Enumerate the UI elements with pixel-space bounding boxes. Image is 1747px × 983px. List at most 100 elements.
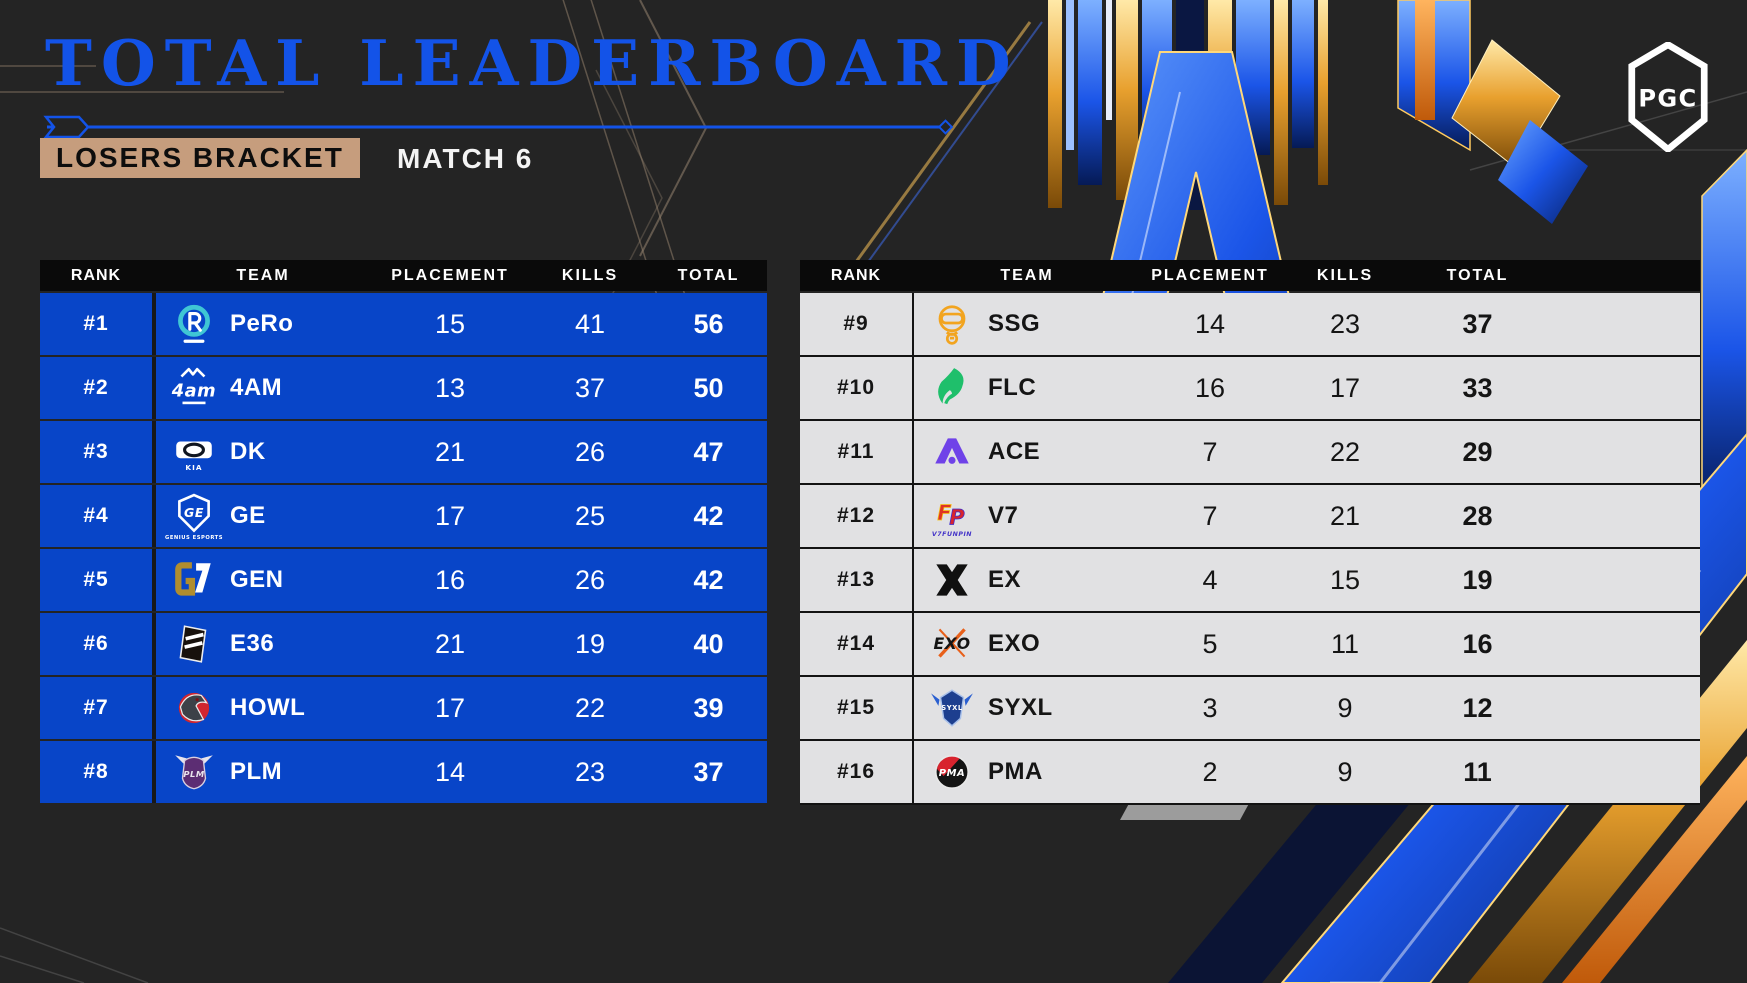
svg-text:KIA: KIA bbox=[185, 463, 202, 472]
total-value: 29 bbox=[1462, 436, 1493, 467]
placement-value: 7 bbox=[1202, 500, 1218, 531]
team-cell: ACE bbox=[914, 421, 1140, 483]
placement-value: 17 bbox=[434, 692, 466, 723]
table-row: #6 E36 21 19 40 bbox=[40, 613, 767, 675]
rank-divider bbox=[912, 485, 914, 547]
kills-value: 9 bbox=[1337, 692, 1353, 723]
ace-logo bbox=[929, 429, 975, 475]
placement-value: 4 bbox=[1202, 564, 1218, 595]
gen-logo bbox=[171, 557, 217, 603]
table-row: #7 HOWL 17 22 39 bbox=[40, 677, 767, 739]
rank-divider bbox=[912, 549, 914, 611]
team-cell: E36 bbox=[156, 613, 370, 675]
ge-logo: GE GENIUS ESPORTS bbox=[165, 493, 222, 541]
rank-divider bbox=[912, 613, 914, 675]
total-value: 33 bbox=[1462, 372, 1493, 403]
rank-divider bbox=[152, 357, 156, 419]
rule-arrow-icon bbox=[43, 115, 90, 139]
svg-text:GENIUS ESPORTS: GENIUS ESPORTS bbox=[165, 535, 223, 541]
rank-cell: #3 bbox=[83, 440, 109, 463]
rule-diamond-icon bbox=[937, 119, 954, 135]
team-cell: SYXL SYXL bbox=[914, 677, 1140, 739]
rank-cell: #14 bbox=[836, 632, 876, 655]
total-value: 37 bbox=[1462, 308, 1493, 339]
svg-text:EXO: EXO bbox=[933, 634, 970, 653]
rank-cell: #10 bbox=[836, 376, 876, 399]
kills-header: KILLS bbox=[1316, 266, 1374, 284]
team-cell: PMA PMA bbox=[914, 741, 1140, 803]
rank-divider bbox=[912, 421, 914, 483]
kills-value: 41 bbox=[574, 308, 606, 339]
placement-value: 17 bbox=[434, 500, 466, 531]
leaderboard-left: RANK TEAM PLACEMENT KILLS TOTAL #1 PeRo 15… bbox=[40, 260, 767, 803]
e36-logo bbox=[171, 621, 217, 667]
4am-logo: 4am bbox=[171, 365, 217, 411]
team-name: FLC bbox=[988, 374, 1037, 401]
rank-cell: #15 bbox=[836, 696, 876, 719]
svg-text:PGC: PGC bbox=[1638, 84, 1697, 112]
table-header: RANK TEAM PLACEMENT KILLS TOTAL bbox=[800, 260, 1700, 291]
team-name: V7 bbox=[988, 502, 1019, 529]
total-value: 39 bbox=[693, 692, 724, 723]
placement-value: 13 bbox=[434, 372, 466, 403]
rank-divider bbox=[152, 741, 156, 803]
svg-text:4am: 4am bbox=[171, 381, 216, 401]
rank-divider bbox=[152, 293, 156, 355]
rank-divider bbox=[912, 357, 914, 419]
team-cell: HOWL bbox=[156, 677, 370, 739]
rank-cell: #16 bbox=[836, 760, 876, 783]
team-cell: EX bbox=[914, 549, 1140, 611]
total-value: 42 bbox=[693, 564, 724, 595]
kills-value: 23 bbox=[1329, 308, 1361, 339]
table-row: #10 FLC 16 17 33 bbox=[800, 357, 1700, 419]
kills-value: 15 bbox=[1329, 564, 1361, 595]
team-cell: EXO EXO bbox=[914, 613, 1140, 675]
total-header: TOTAL bbox=[1446, 266, 1509, 284]
placement-value: 21 bbox=[434, 628, 466, 659]
syxl-logo: SYXL bbox=[929, 685, 975, 731]
total-value: 47 bbox=[693, 436, 724, 467]
svg-text:F: F bbox=[937, 501, 952, 525]
title-divider bbox=[43, 114, 958, 140]
rank-divider bbox=[912, 741, 914, 803]
pma-logo: PMA bbox=[929, 749, 975, 795]
page-title: TOTAL LEADERBOARD bbox=[45, 26, 1020, 100]
svg-text:V7FUNPIN: V7FUNPIN bbox=[932, 531, 972, 538]
team-name: EX bbox=[988, 566, 1022, 593]
team-cell: SSG bbox=[914, 293, 1140, 355]
table-row: #12 F P V7FUNPIN V7 7 21 28 bbox=[800, 485, 1700, 547]
team-name: PLM bbox=[230, 758, 283, 785]
howl-logo bbox=[171, 685, 217, 731]
pero-logo bbox=[171, 301, 217, 347]
leaderboard-right: RANK TEAM PLACEMENT KILLS TOTAL #9 SSG 14 2… bbox=[800, 260, 1700, 805]
team-cell: F P V7FUNPIN V7 bbox=[914, 485, 1140, 547]
svg-text:PMA: PMA bbox=[939, 768, 965, 779]
team-cell: FLC bbox=[914, 357, 1140, 419]
placement-header: PLACEMENT bbox=[391, 266, 509, 284]
kills-value: 25 bbox=[574, 500, 606, 531]
placement-value: 2 bbox=[1202, 756, 1218, 787]
total-value: 50 bbox=[693, 372, 724, 403]
team-name: SYXL bbox=[988, 694, 1053, 721]
svg-text:SYXL: SYXL bbox=[941, 704, 963, 712]
placement-value: 3 bbox=[1202, 692, 1218, 723]
table-body: #1 PeRo 15 41 56 #2 4am 4AM 13 37 50 #3 KIA DK 21 26 47 #… bbox=[40, 293, 767, 803]
team-cell: GEN bbox=[156, 549, 370, 611]
table-row: #1 PeRo 15 41 56 bbox=[40, 293, 767, 355]
placement-value: 16 bbox=[434, 564, 466, 595]
kills-value: 26 bbox=[574, 564, 606, 595]
team-name: 4AM bbox=[230, 374, 283, 401]
kills-value: 21 bbox=[1329, 500, 1361, 531]
rank-divider bbox=[152, 549, 156, 611]
kills-value: 17 bbox=[1329, 372, 1361, 403]
total-value: 11 bbox=[1463, 756, 1492, 787]
rank-header: RANK bbox=[830, 266, 882, 284]
total-value: 16 bbox=[1462, 628, 1493, 659]
bracket-badge: LOSERS BRACKET bbox=[40, 138, 360, 178]
rank-cell: #12 bbox=[836, 504, 876, 527]
rank-divider bbox=[152, 613, 156, 675]
total-value: 37 bbox=[693, 756, 724, 787]
total-value: 56 bbox=[693, 308, 724, 339]
team-name: SSG bbox=[988, 310, 1041, 337]
team-cell: GE GENIUS ESPORTS GE bbox=[156, 485, 370, 547]
